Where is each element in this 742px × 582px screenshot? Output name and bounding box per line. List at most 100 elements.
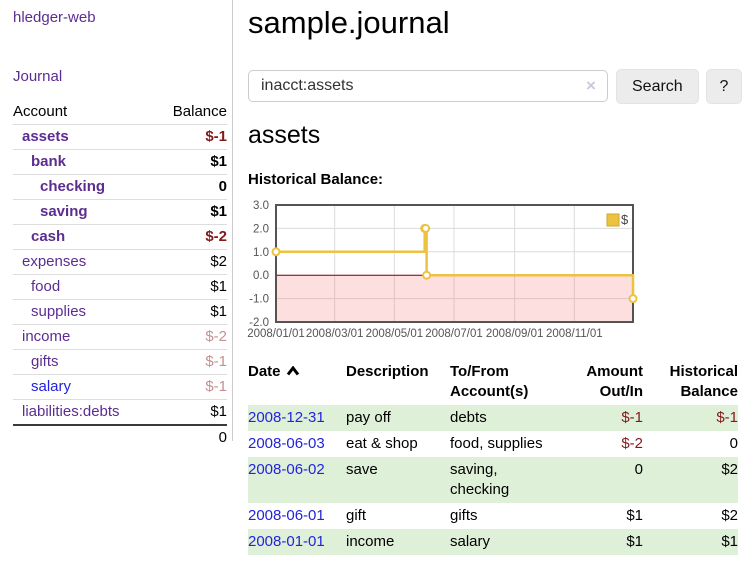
date-link[interactable]: 2008-06-03 [248,435,325,452]
help-button[interactable]: ? [706,69,742,104]
account-row: saving $1 [13,199,227,225]
sort-ascending-icon [286,366,299,376]
register-row: 2008-06-01 gift gifts $1 $2 [248,503,738,529]
svg-text:2008/03/01: 2008/03/01 [306,328,364,340]
account-row: supplies $1 [13,299,227,325]
account-link[interactable]: income [22,328,71,345]
register-cell-amount: $1 [626,507,643,524]
register-row: 2008-01-01 income salary $1 $1 [248,529,738,555]
date-link[interactable]: 2008-06-02 [248,461,325,478]
account-balance: $-2 [205,328,227,345]
legend-label: $ [621,212,629,227]
account-balance: $1 [210,403,227,420]
register-cell-date: 2008-06-01 [248,503,346,529]
register-header-date: Date [248,359,346,405]
account-balance: $1 [210,153,227,170]
account-row: income $-2 [13,324,227,350]
account-link[interactable]: checking [40,178,106,195]
register-row: 2008-06-03 eat & shop food, supplies $-2 0 [248,431,738,457]
account-link[interactable]: saving [40,203,88,220]
account-balance: $-1 [205,378,227,395]
search-input[interactable] [248,70,608,102]
accounts-total-row: 0 [13,425,227,450]
register-cell-date: 2008-06-03 [248,431,346,457]
svg-text:2008/11/01: 2008/11/01 [546,328,603,340]
accounts-total-value: 0 [218,429,227,446]
svg-text:-1.0: -1.0 [249,294,269,306]
register-cell-amount: $-1 [621,409,643,426]
register-cell-accounts: food, supplies [450,435,543,452]
register-cell-description: gift [346,507,367,524]
account-row: salary $-1 [13,374,227,400]
account-row: gifts $-1 [13,349,227,375]
account-balance: $2 [210,253,227,270]
register-cell-date: 2008-01-01 [248,529,346,555]
legend-swatch [606,213,620,227]
account-balance: $-2 [205,228,227,245]
register-table: Date Description To/From Account(s) Amou… [248,359,738,555]
account-balance: $-1 [205,353,227,370]
chart-title: Historical Balance: [248,171,384,188]
account-row: bank $1 [13,149,227,175]
register-cell-accounts: salary [450,533,491,550]
svg-text:2008/07/01: 2008/07/01 [425,328,483,340]
register-cell-description: income [346,533,395,550]
svg-text:2.0: 2.0 [253,223,269,235]
register-cell-amount: $-2 [621,435,643,452]
account-link[interactable]: supplies [31,303,87,320]
register-header-balance: Historical Balance [669,363,738,400]
register-header-row: Date Description To/From Account(s) Amou… [248,359,738,405]
search-button[interactable]: Search [616,69,699,104]
sidebar: hledger-web Journal Account Balance asse… [0,0,233,446]
register-header-amount: Amount Out/In [586,363,643,400]
register-cell-balance: $2 [721,507,738,524]
register-cell-amount: $1 [626,533,643,550]
register-cell-balance: $1 [721,533,738,550]
svg-text:0.0: 0.0 [253,270,269,282]
register-cell-balance: $-1 [716,409,738,426]
account-heading: assets [248,121,321,149]
account-row: checking 0 [13,174,227,200]
account-row: food $1 [13,274,227,300]
account-link[interactable]: food [31,278,61,295]
register-body: 2008-12-31 pay off debts $-1 $-1 2008-06-03 ea… [248,405,738,555]
account-link[interactable]: gifts [31,353,59,370]
account-link[interactable]: salary [31,378,72,395]
register-cell-accounts: saving, checking [450,461,510,498]
account-balance: $1 [210,278,227,295]
date-link[interactable]: 2008-12-31 [248,409,325,426]
account-link[interactable]: liabilities:debts [22,403,120,420]
register-cell-description: eat & shop [346,435,418,452]
svg-text:1.0: 1.0 [253,247,269,259]
app-title-link[interactable]: hledger-web [13,9,96,26]
app-title: hledger-web [13,9,232,27]
account-link[interactable]: expenses [22,253,87,270]
account-balance: $1 [210,203,227,220]
account-balance: $-1 [205,128,227,145]
date-link[interactable]: 2008-06-01 [248,507,325,524]
date-link[interactable]: 2008-01-01 [248,533,325,550]
account-row: cash $-2 [13,224,227,250]
svg-text:2008/09/01: 2008/09/01 [486,328,544,340]
register-cell-amount: 0 [634,461,643,478]
register-cell-balance: $2 [721,461,738,478]
account-link[interactable]: assets [22,128,69,145]
account-row: assets $-1 [13,124,227,150]
page-title: sample.journal [248,5,450,40]
register-cell-balance: 0 [729,435,738,452]
account-link[interactable]: cash [31,228,66,245]
register-cell-description: pay off [346,409,391,426]
account-balance: $1 [210,303,227,320]
accounts-header-balance: Balance [172,103,227,120]
account-link[interactable]: bank [31,153,67,170]
register-row: 2008-12-31 pay off debts $-1 $-1 [248,405,738,431]
register-row: 2008-06-02 save saving, checking 0 $2 [248,457,738,503]
accounts-header-account: Account [13,103,68,120]
clear-search-icon[interactable]: × [586,76,596,95]
register-cell-date: 2008-06-02 [248,457,346,503]
register-cell-accounts: gifts [450,507,478,524]
svg-text:-2.0: -2.0 [249,317,269,329]
sidebar-item-journal[interactable]: Journal [13,68,63,85]
svg-text:3.0: 3.0 [253,200,269,212]
